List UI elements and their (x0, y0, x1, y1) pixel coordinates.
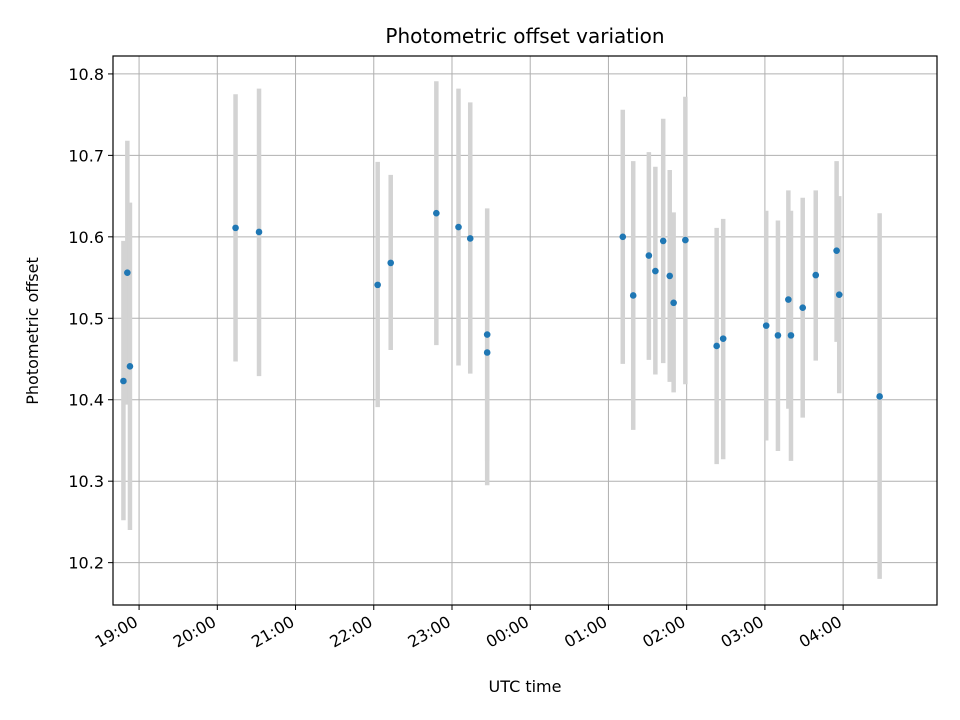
data-point (483, 331, 491, 338)
data-point (124, 269, 131, 276)
data-point (374, 281, 381, 289)
data-point (232, 224, 239, 232)
data-point (255, 228, 263, 236)
data-point (774, 332, 782, 339)
data-point (120, 377, 127, 385)
data-point (126, 363, 134, 370)
data-point (645, 252, 653, 259)
plot-frame (112, 55, 938, 606)
data-point (835, 291, 843, 298)
data-point (762, 322, 770, 329)
data-point (812, 271, 820, 279)
y-tick-labels: 10.2 10.3 10.4 10.5 10.6 10.7 10.8 (68, 65, 104, 573)
data-point (785, 296, 792, 303)
data-point (799, 304, 807, 311)
data-point (455, 223, 462, 231)
point-layer (120, 209, 883, 400)
y-tick-label: 10.5 (68, 309, 104, 328)
data-point (619, 233, 627, 241)
data-point (833, 247, 840, 254)
data-point (876, 393, 883, 400)
data-point (659, 237, 667, 245)
y-tick-label: 10.6 (68, 228, 104, 247)
data-point (629, 292, 637, 299)
data-point (670, 299, 677, 307)
y-axis-title: Photometric offset (23, 257, 42, 405)
data-point (387, 259, 395, 267)
data-point (433, 209, 440, 217)
data-point (466, 235, 474, 242)
data-point (666, 272, 674, 280)
y-tick-label: 10.4 (68, 391, 104, 410)
data-point (787, 332, 795, 339)
x-axis-title: UTC time (489, 677, 562, 696)
data-point (483, 349, 491, 356)
y-tick-label: 10.2 (68, 554, 104, 573)
y-tick-label: 10.3 (68, 472, 104, 491)
tick-layer (108, 73, 844, 610)
data-point (682, 236, 689, 244)
data-point (652, 267, 659, 275)
y-tick-label: 10.7 (68, 146, 104, 165)
y-tick-label: 10.8 (68, 65, 104, 84)
chart-title: Photometric offset variation (385, 24, 664, 48)
data-point (713, 342, 720, 350)
data-point (719, 335, 727, 342)
